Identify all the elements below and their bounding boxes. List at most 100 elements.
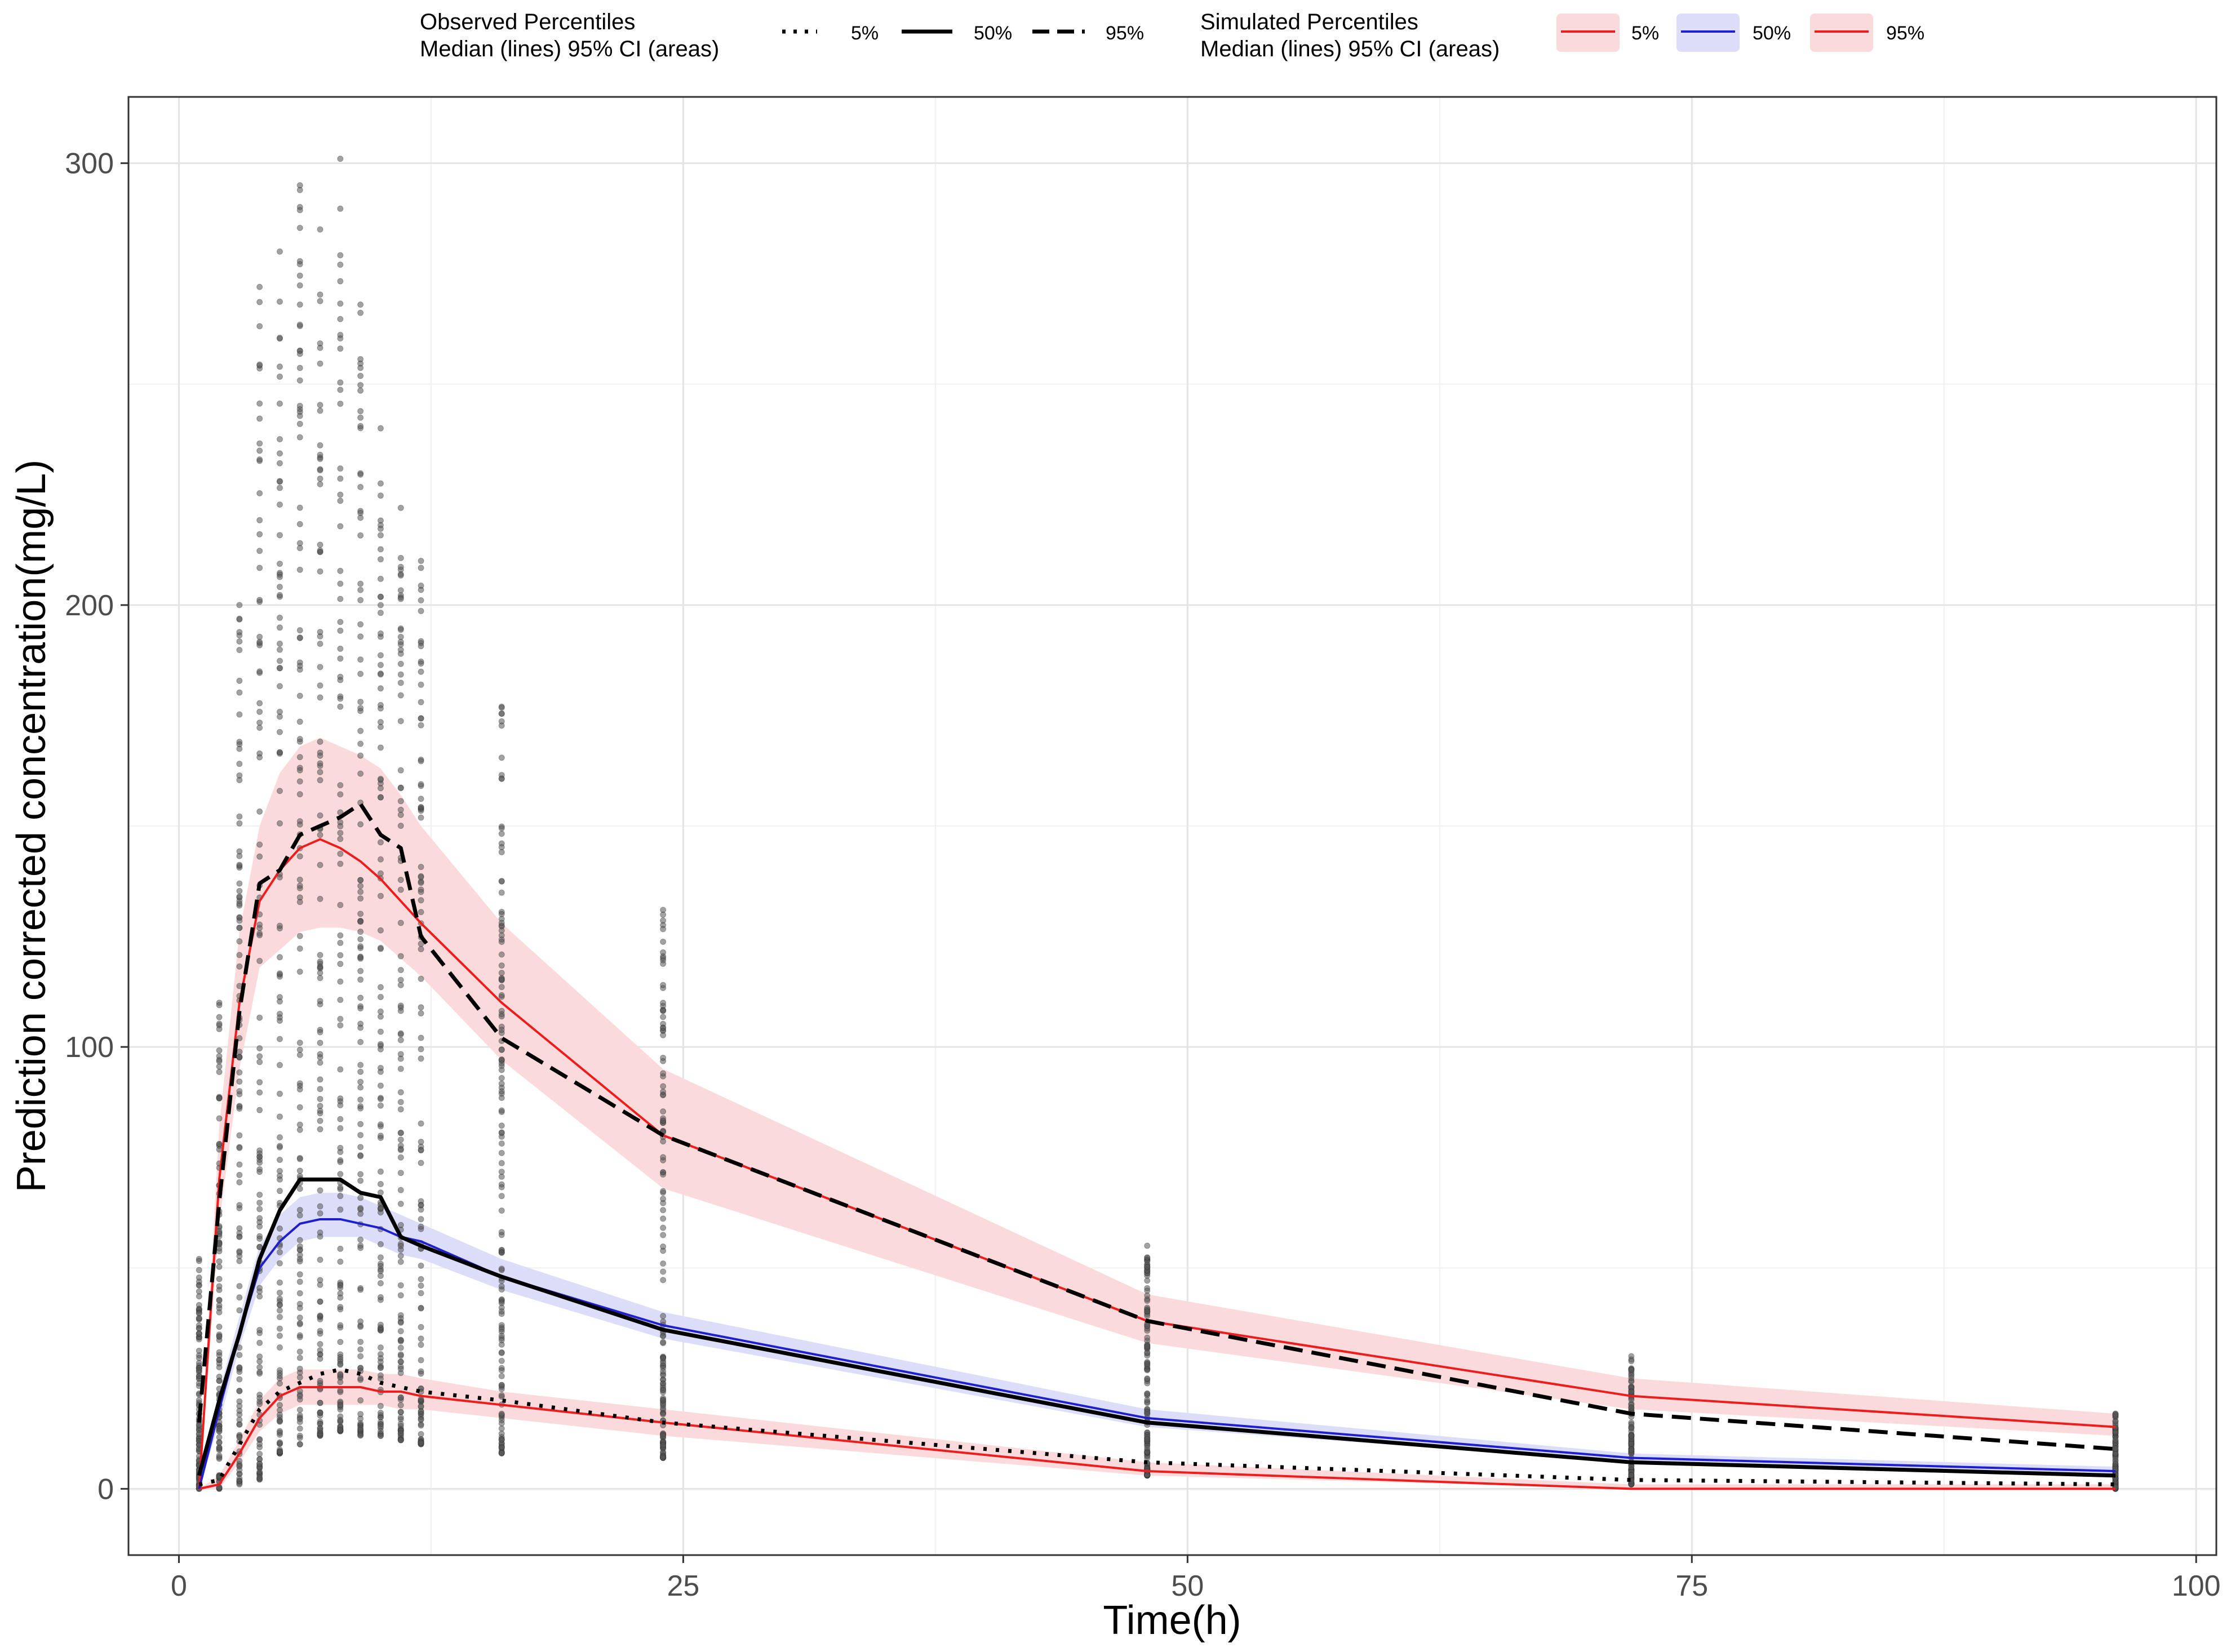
observed-point <box>317 297 323 304</box>
observed-point <box>276 400 283 407</box>
observed-point <box>337 836 344 842</box>
observed-point <box>317 1059 323 1066</box>
observed-point <box>276 713 283 720</box>
observed-point <box>236 938 243 945</box>
observed-point <box>236 1416 243 1423</box>
observed-point <box>357 1062 364 1068</box>
observed-point <box>317 1103 323 1109</box>
observed-point <box>236 1294 243 1301</box>
observed-point <box>498 1373 505 1379</box>
observed-point <box>377 1294 384 1300</box>
observed-point <box>337 1144 344 1151</box>
observed-point <box>196 1355 202 1361</box>
observed-point <box>1144 1242 1151 1249</box>
observed-point <box>296 365 303 371</box>
observed-point <box>397 1409 404 1415</box>
observed-point <box>498 951 505 958</box>
observed-point <box>296 350 303 357</box>
observed-point <box>236 963 243 970</box>
observed-point <box>357 936 364 943</box>
observed-point <box>498 1130 505 1136</box>
observed-point <box>296 718 303 725</box>
observed-point <box>498 939 505 945</box>
observed-point <box>276 922 283 929</box>
observed-point <box>1144 1361 1151 1367</box>
observed-point <box>216 1047 223 1054</box>
observed-point <box>216 1063 223 1070</box>
observed-point <box>276 1249 283 1255</box>
observed-point <box>256 1285 263 1291</box>
observed-point <box>236 813 243 820</box>
observed-point <box>236 602 243 609</box>
observed-point <box>276 298 283 305</box>
observed-point <box>296 1278 303 1285</box>
observed-point <box>418 1342 424 1348</box>
observed-point <box>296 945 303 952</box>
x-axis-title: Time(h) <box>1103 1598 1241 1643</box>
observed-point <box>498 1080 505 1087</box>
observed-point <box>296 876 303 883</box>
observed-point <box>296 1290 303 1296</box>
observed-point <box>337 902 344 908</box>
observed-point <box>337 1379 344 1385</box>
observed-point <box>256 1079 263 1086</box>
observed-point <box>377 1321 384 1328</box>
observed-point <box>1628 1358 1635 1365</box>
observed-point <box>337 1184 344 1191</box>
observed-point <box>337 476 344 482</box>
observed-point <box>256 440 263 447</box>
observed-point <box>498 976 505 983</box>
observed-point <box>498 962 505 969</box>
observed-point <box>357 423 364 429</box>
observed-point <box>1144 1396 1151 1403</box>
observed-point <box>317 541 323 548</box>
observed-point <box>276 574 283 580</box>
observed-point <box>337 1015 344 1022</box>
observed-point <box>256 1215 263 1222</box>
observed-point <box>337 1322 344 1329</box>
observed-point <box>236 1179 243 1185</box>
observed-point <box>317 1203 323 1210</box>
observed-point <box>1144 1375 1151 1382</box>
observed-point <box>236 689 243 696</box>
observed-point <box>317 1427 323 1434</box>
observed-point <box>196 1267 202 1273</box>
observed-point <box>317 1233 323 1240</box>
observed-point <box>276 460 283 467</box>
observed-point <box>216 1258 223 1265</box>
observed-point <box>377 794 384 801</box>
observed-point <box>276 335 283 341</box>
observed-point <box>276 1156 283 1163</box>
observed-point <box>418 1046 424 1053</box>
observed-point <box>397 1420 404 1427</box>
observed-point <box>357 1084 364 1091</box>
observed-point <box>357 301 364 308</box>
observed-point <box>317 629 323 636</box>
observed-point <box>276 1188 283 1194</box>
observed-point <box>418 607 424 614</box>
observed-point <box>660 1007 667 1014</box>
observed-point <box>236 1069 243 1076</box>
observed-point <box>337 205 344 212</box>
observed-point <box>397 1366 404 1373</box>
observed-point <box>498 1382 505 1389</box>
observed-point <box>397 976 404 983</box>
observed-point <box>357 372 364 379</box>
observed-point <box>256 361 263 368</box>
observed-point <box>236 893 243 900</box>
observed-point <box>660 1154 667 1161</box>
observed-point <box>357 943 364 950</box>
observed-point <box>498 1367 505 1374</box>
observed-point <box>357 633 364 640</box>
observed-point <box>498 1283 505 1290</box>
observed-point <box>296 882 303 889</box>
observed-point <box>216 1014 223 1020</box>
observed-point <box>236 761 243 767</box>
observed-point <box>660 1089 667 1095</box>
observed-point <box>236 887 243 894</box>
observed-point <box>276 1225 283 1232</box>
observed-point <box>317 402 323 408</box>
observed-point <box>317 1298 323 1305</box>
observed-point <box>397 1395 404 1401</box>
observed-point <box>397 1089 404 1096</box>
